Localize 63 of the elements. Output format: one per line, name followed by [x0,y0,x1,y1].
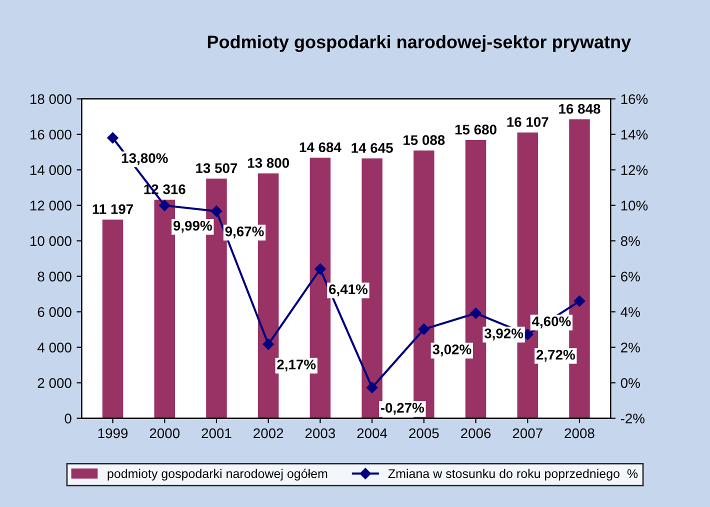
y2-tick-label: 8% [620,236,640,246]
point [470,308,482,319]
point [107,132,118,144]
y2-tick-label: 0% [620,378,640,388]
data-label: -0,27% [380,402,424,415]
y-tick-label: 0 [64,414,72,424]
x-tick-label: 1999 [98,428,128,438]
data-label: 13 800 [248,158,290,168]
x-tick-label: 2003 [305,428,336,438]
y2-tick-label: -2% [620,414,645,424]
y2-tick-label: 4% [620,307,640,317]
data-label: 2,17% [277,360,316,372]
y-tick-label: 16 000 [30,130,72,140]
point [314,263,326,275]
data-label: 13 507 [196,163,238,174]
data-label: 9,67% [225,226,264,238]
point [366,382,378,394]
x-tick-label: 2002 [254,428,284,438]
data-label: 15 088 [404,135,445,146]
y-tick-label: 2 000 [38,378,72,388]
chart-title: Podmioty gospodarki narodowej-sektor prywatny [208,35,632,52]
data-label: 15 680 [455,124,496,135]
point [574,296,586,307]
data-label: 9,99% [173,220,212,233]
data-label: 2,72% [536,350,575,362]
x-tick-label: 2004 [357,428,388,438]
data-label: 3,02% [432,344,472,356]
point [210,206,222,217]
data-label: 3,92% [484,328,524,340]
point [159,200,170,212]
point [418,324,430,335]
y-tick-label: 12 000 [30,200,72,211]
data-label: 4,60% [532,316,571,328]
data-label: 14 645 [352,143,393,153]
y-tick-label: 18 000 [30,94,72,104]
data-label: 13,80% [122,153,168,166]
y2-tick-label: 6% [621,272,640,282]
data-label: 11 197 [92,204,134,214]
point [262,338,274,350]
y2-tick-label: 14% [621,130,648,140]
x-tick-label: 2005 [409,428,439,438]
data-label: 14 684 [300,142,342,152]
data-label: 16 107 [507,117,548,127]
bar [154,200,175,418]
bar [102,220,124,418]
y-tick-label: 6 000 [38,307,72,317]
y2-tick-label: 12% [621,165,648,175]
x-tick-label: 2000 [150,428,180,438]
y2-tick-label: 2% [621,342,640,352]
x-tick-label: 2008 [564,428,594,438]
y-tick-label: 4 000 [37,342,72,352]
y2-tick-label: 10% [621,200,648,211]
y-tick-label: 14 000 [30,165,72,176]
legend-label: podmioty gospodarki narodowej ogółem [108,468,328,481]
data-label: 6,41% [329,284,368,296]
x-tick-label: 2001 [202,428,232,438]
data-label: 16 848 [559,104,600,114]
y-tick-label: 10 000 [30,236,72,246]
y2-tick-label: 16% [621,94,648,104]
y-tick-label: 8 000 [38,272,72,282]
legend-label: Zmiana w stosunku do roku poprzedniego % [388,468,638,481]
x-tick-label: 2006 [461,428,491,438]
x-tick-label: 2007 [512,428,542,438]
